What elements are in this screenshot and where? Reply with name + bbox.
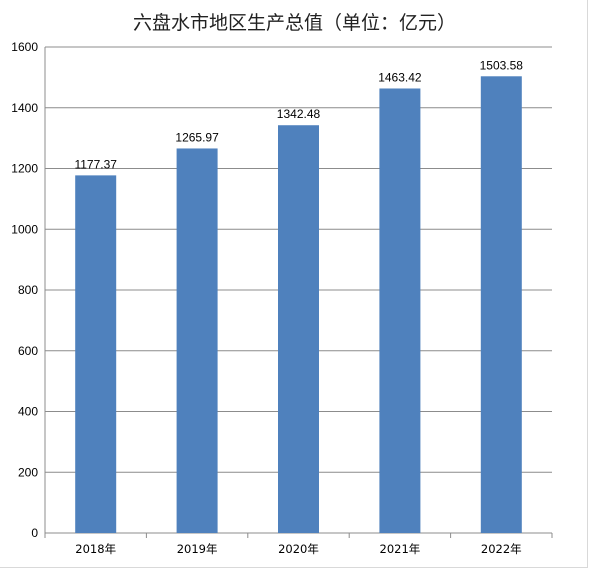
y-tick-label: 1200 — [11, 162, 38, 176]
data-label: 1463.42 — [378, 70, 422, 84]
bar-0 — [75, 175, 117, 534]
y-tick-label: 800 — [18, 283, 38, 297]
y-tick-label: 400 — [18, 405, 38, 419]
bar-3 — [379, 88, 421, 533]
y-tick-label: 1400 — [11, 101, 38, 115]
x-category-label: 2020年 — [278, 542, 319, 556]
x-category-label: 2021年 — [380, 542, 421, 556]
data-label: 1342.48 — [277, 107, 321, 121]
bar-1 — [176, 148, 218, 533]
bar-2 — [278, 125, 319, 533]
y-tick-label: 200 — [18, 465, 38, 479]
x-category-label: 2022年 — [481, 542, 522, 556]
data-label: 1177.37 — [74, 157, 117, 171]
chart-title: 六盘水市地区生产总值（单位：亿元） — [132, 12, 456, 34]
data-label: 1503.58 — [480, 58, 524, 72]
data-label: 1265.97 — [175, 130, 219, 144]
x-category-label: 2019年 — [177, 542, 218, 556]
y-tick-label: 1600 — [11, 40, 38, 54]
x-category-label: 2018年 — [75, 542, 116, 556]
y-tick-label: 0 — [31, 526, 38, 540]
y-tick-label: 1000 — [11, 222, 38, 236]
y-tick-label: 600 — [18, 344, 38, 358]
bar-4 — [480, 76, 522, 534]
